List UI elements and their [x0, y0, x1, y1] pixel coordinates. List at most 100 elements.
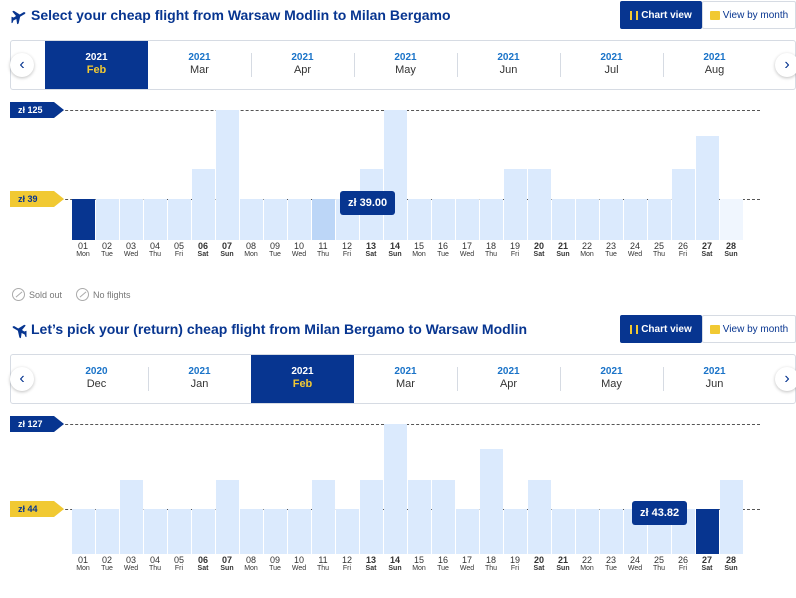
price-bar-20[interactable] [528, 169, 551, 240]
month-tab-jul[interactable]: 2021 Jul [560, 41, 663, 89]
day-label-15[interactable]: 15 Mon [407, 555, 431, 572]
prev-month-arrow-icon[interactable]: ‹ [10, 53, 34, 77]
view-by-month-button[interactable]: View by month [702, 315, 796, 343]
price-bar-04[interactable] [144, 199, 167, 240]
view-by-month-button[interactable]: View by month [702, 1, 796, 29]
price-bar-24[interactable] [624, 199, 647, 240]
price-bar-22[interactable] [576, 199, 599, 240]
price-bar-19[interactable] [504, 509, 527, 554]
day-label-21[interactable]: 21 Sun [551, 241, 575, 258]
price-bar-01[interactable] [72, 199, 95, 240]
price-bar-06[interactable] [192, 169, 215, 240]
day-label-23[interactable]: 23 Tue [599, 555, 623, 572]
price-bar-01[interactable] [72, 509, 95, 554]
day-label-16[interactable]: 16 Tue [431, 555, 455, 572]
prev-month-arrow-icon[interactable]: ‹ [10, 367, 34, 391]
price-bar-10[interactable] [288, 199, 311, 240]
day-label-11[interactable]: 11 Thu [311, 241, 335, 258]
price-bar-07[interactable] [216, 110, 239, 240]
day-label-20[interactable]: 20 Sat [527, 241, 551, 258]
day-label-02[interactable]: 02 Tue [95, 555, 119, 572]
day-label-27[interactable]: 27 Sat [695, 241, 719, 258]
day-label-02[interactable]: 02 Tue [95, 241, 119, 258]
price-bar-17[interactable] [456, 199, 479, 240]
day-label-28[interactable]: 28 Sun [719, 555, 743, 572]
price-bar-19[interactable] [504, 169, 527, 240]
day-label-26[interactable]: 26 Fri [671, 555, 695, 572]
chart-view-button[interactable]: Chart view [620, 315, 702, 343]
day-label-17[interactable]: 17 Wed [455, 555, 479, 572]
price-bar-25[interactable] [648, 199, 671, 240]
month-tab-aug[interactable]: 2021 Aug [663, 41, 766, 89]
day-label-06[interactable]: 06 Sat [191, 241, 215, 258]
day-label-24[interactable]: 24 Wed [623, 555, 647, 572]
day-label-20[interactable]: 20 Sat [527, 555, 551, 572]
price-bar-26[interactable] [672, 169, 695, 240]
price-bar-18[interactable] [480, 449, 503, 554]
day-label-17[interactable]: 17 Wed [455, 241, 479, 258]
month-tab-apr[interactable]: 2021 Apr [457, 355, 560, 403]
price-bar-11[interactable] [312, 480, 335, 554]
day-label-25[interactable]: 25 Thu [647, 555, 671, 572]
day-label-14[interactable]: 14 Sun [383, 555, 407, 572]
month-tab-feb[interactable]: 2021 Feb [45, 41, 148, 89]
day-label-28[interactable]: 28 Sun [719, 241, 743, 258]
price-bar-14[interactable] [384, 424, 407, 554]
price-bar-13[interactable] [360, 480, 383, 554]
price-bar-09[interactable] [264, 199, 287, 240]
month-tab-jun[interactable]: 2021 Jun [457, 41, 560, 89]
day-label-21[interactable]: 21 Sun [551, 555, 575, 572]
day-label-26[interactable]: 26 Fri [671, 241, 695, 258]
month-tab-feb[interactable]: 2021 Feb [251, 355, 354, 403]
day-label-22[interactable]: 22 Mon [575, 241, 599, 258]
price-bar-27[interactable] [696, 136, 719, 240]
price-bar-10[interactable] [288, 509, 311, 554]
price-bar-14[interactable] [384, 110, 407, 240]
day-label-18[interactable]: 18 Thu [479, 241, 503, 258]
price-bar-11[interactable] [312, 199, 335, 240]
day-label-24[interactable]: 24 Wed [623, 241, 647, 258]
day-label-12[interactable]: 12 Fri [335, 241, 359, 258]
day-label-04[interactable]: 04 Thu [143, 241, 167, 258]
day-label-23[interactable]: 23 Tue [599, 241, 623, 258]
next-month-arrow-icon[interactable]: › [775, 53, 796, 77]
chart-view-button[interactable]: Chart view [620, 1, 702, 29]
price-bar-12[interactable] [336, 509, 359, 554]
day-label-03[interactable]: 03 Wed [119, 555, 143, 572]
month-tab-may[interactable]: 2021 May [354, 41, 457, 89]
month-tab-may[interactable]: 2021 May [560, 355, 663, 403]
day-label-06[interactable]: 06 Sat [191, 555, 215, 572]
price-bar-21[interactable] [552, 509, 575, 554]
price-bar-28[interactable] [720, 199, 743, 240]
price-bar-06[interactable] [192, 509, 215, 554]
next-month-arrow-icon[interactable]: › [775, 367, 796, 391]
price-bar-05[interactable] [168, 199, 191, 240]
price-bar-15[interactable] [408, 480, 431, 554]
price-bar-04[interactable] [144, 509, 167, 554]
day-label-19[interactable]: 19 Fri [503, 555, 527, 572]
price-bar-18[interactable] [480, 199, 503, 240]
day-label-10[interactable]: 10 Wed [287, 555, 311, 572]
price-bar-22[interactable] [576, 509, 599, 554]
price-bar-08[interactable] [240, 199, 263, 240]
day-label-10[interactable]: 10 Wed [287, 241, 311, 258]
day-label-04[interactable]: 04 Thu [143, 555, 167, 572]
month-tab-mar[interactable]: 2021 Mar [354, 355, 457, 403]
month-tab-jan[interactable]: 2021 Jan [148, 355, 251, 403]
price-bar-27[interactable] [696, 509, 719, 554]
price-bar-03[interactable] [120, 199, 143, 240]
day-label-08[interactable]: 08 Mon [239, 241, 263, 258]
day-label-16[interactable]: 16 Tue [431, 241, 455, 258]
month-tab-jun[interactable]: 2021 Jun [663, 355, 766, 403]
price-bar-15[interactable] [408, 199, 431, 240]
price-bar-20[interactable] [528, 480, 551, 554]
day-label-05[interactable]: 05 Fri [167, 555, 191, 572]
price-bar-05[interactable] [168, 509, 191, 554]
price-bar-16[interactable] [432, 199, 455, 240]
day-label-08[interactable]: 08 Mon [239, 555, 263, 572]
price-bar-02[interactable] [96, 199, 119, 240]
day-label-15[interactable]: 15 Mon [407, 241, 431, 258]
price-bar-17[interactable] [456, 509, 479, 554]
day-label-01[interactable]: 01 Mon [71, 555, 95, 572]
price-bar-23[interactable] [600, 509, 623, 554]
